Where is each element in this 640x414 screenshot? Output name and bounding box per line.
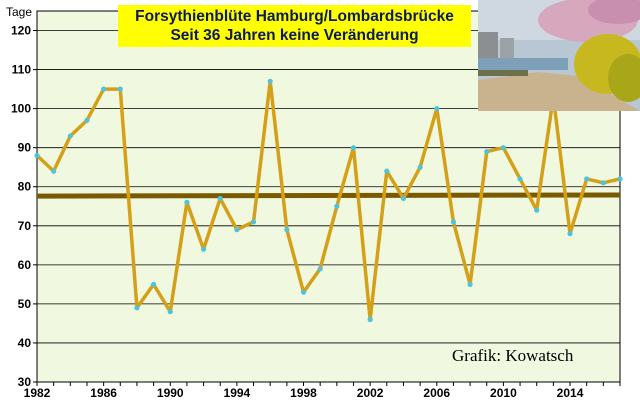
data-point [534, 207, 540, 213]
y-tick-label: 50 [18, 297, 32, 311]
data-point [284, 227, 290, 233]
data-point [51, 168, 57, 174]
chart-credit: Grafik: Kowatsch [452, 346, 574, 365]
chart-title-box: Forsythienblüte Hamburg/Lombardsbrücke S… [118, 5, 471, 47]
data-point [317, 266, 323, 272]
data-point [101, 86, 107, 92]
data-point [134, 305, 140, 311]
data-point [167, 309, 173, 315]
trend-line [36, 192, 621, 199]
data-point [417, 164, 423, 170]
data-point [450, 219, 457, 225]
x-tick-label: 2002 [357, 386, 384, 400]
y-tick-label: 60 [18, 258, 32, 272]
data-point [367, 316, 373, 323]
forsythia-photo [478, 0, 640, 111]
data-point [34, 152, 40, 159]
x-tick-labels: 1982 1986 1990 1994 1998 2002 2006 2010 2014 [24, 386, 584, 400]
data-point [151, 281, 157, 287]
data-point [434, 106, 440, 112]
data-point [384, 168, 390, 174]
data-point [117, 86, 123, 92]
data-point [584, 176, 590, 182]
data-point [217, 195, 223, 202]
data-point [484, 148, 490, 155]
data-point [517, 176, 523, 182]
chart-subtitle: Seit 36 Jahren keine Veränderung [170, 27, 419, 44]
y-tick-label: 90 [18, 141, 32, 155]
data-point [184, 199, 190, 205]
data-point [500, 145, 506, 151]
y-axis-label: Tage [6, 5, 33, 19]
x-tick-label: 2006 [423, 386, 450, 400]
data-point [467, 281, 473, 287]
data-point [600, 180, 606, 186]
data-point [67, 133, 73, 139]
series-line [35, 79, 621, 322]
x-tick-label: 2010 [490, 386, 517, 400]
y-tick-label: 70 [18, 219, 32, 233]
y-tick-label: 100 [11, 102, 31, 116]
data-point [617, 176, 623, 182]
x-tick-label: 1994 [224, 386, 251, 400]
data-series [34, 78, 623, 323]
x-tick-label: 1990 [157, 386, 184, 400]
x-tick-label: 1998 [290, 386, 317, 400]
data-point [400, 195, 407, 202]
y-tick-label: 120 [11, 24, 31, 38]
x-tick-label: 2014 [557, 386, 584, 400]
data-point [84, 117, 90, 123]
data-point [267, 78, 273, 84]
trend-line-mark [36, 192, 621, 199]
data-point [567, 231, 573, 237]
y-tick-label: 40 [18, 336, 32, 350]
y-tick-label: 80 [18, 180, 32, 194]
chart-title: Forsythienblüte Hamburg/Lombardsbrücke [135, 8, 454, 25]
data-point [334, 203, 340, 209]
y-tick-label: 110 [12, 63, 32, 77]
x-tick-label: 1982 [24, 386, 51, 400]
x-tick-label: 1986 [90, 386, 117, 400]
data-point [350, 145, 357, 151]
data-point [234, 227, 240, 233]
data-point [200, 246, 207, 252]
data-point [250, 219, 257, 225]
y-tick-labels: 30 40 50 60 70 80 90 100 110 120 [11, 24, 31, 389]
data-point [300, 289, 307, 295]
y-tick-label: 30 [18, 375, 32, 389]
